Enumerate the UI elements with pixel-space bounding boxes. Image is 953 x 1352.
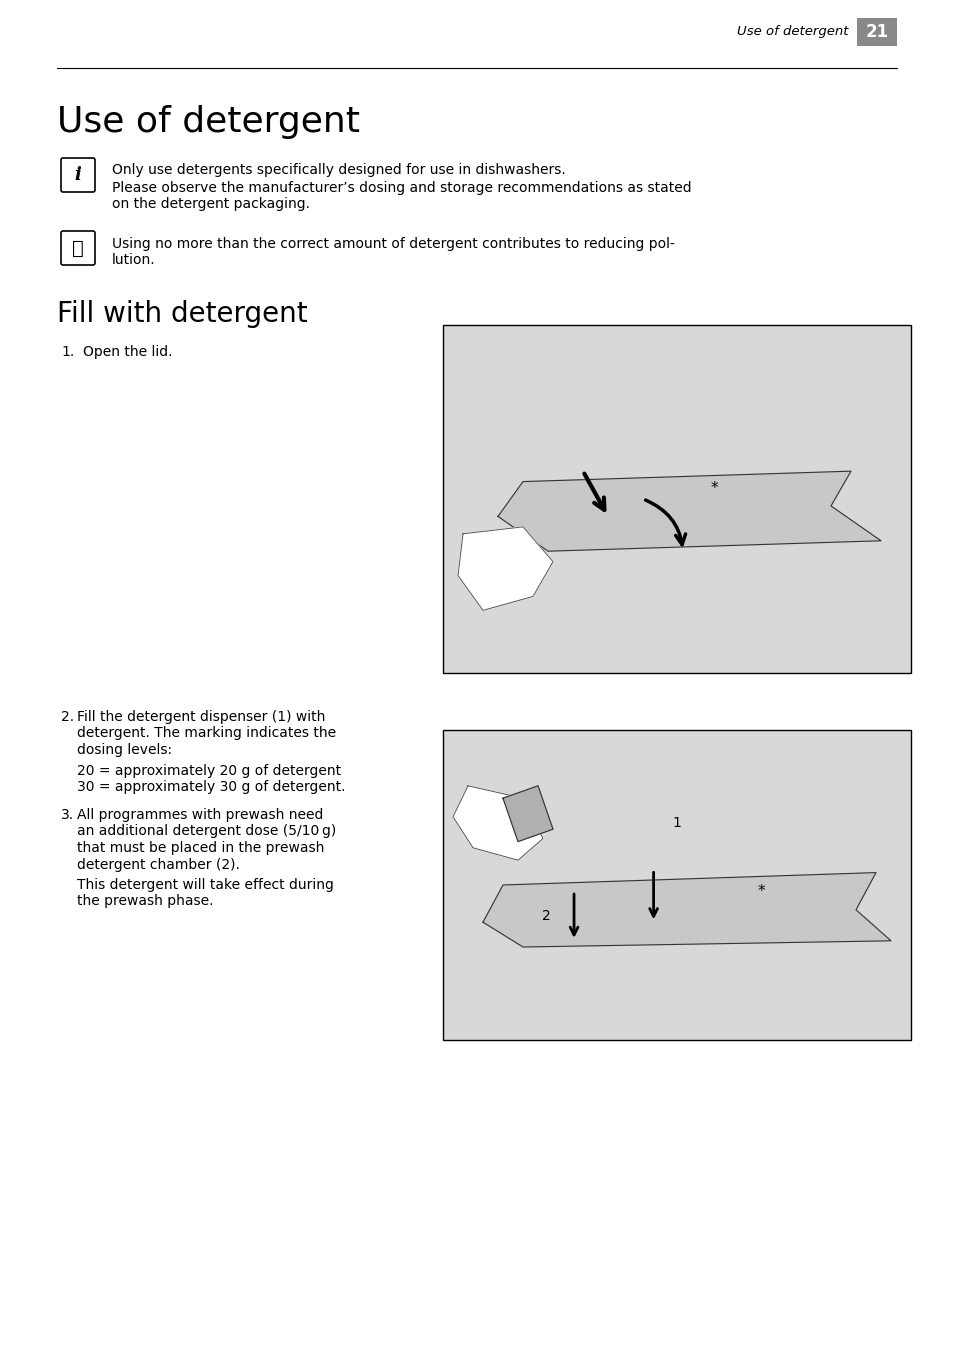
Text: detergent chamber (2).: detergent chamber (2). [77, 857, 239, 872]
Text: Open the lid.: Open the lid. [83, 345, 172, 360]
Text: *: * [710, 481, 718, 496]
Text: 2: 2 [541, 909, 550, 923]
Bar [856, 18, 896, 46]
Polygon shape [502, 786, 553, 841]
Text: an additional detergent dose (5/10 g): an additional detergent dose (5/10 g) [77, 825, 335, 838]
Text: the prewash phase.: the prewash phase. [77, 895, 213, 909]
Text: detergent. The marking indicates the: detergent. The marking indicates the [77, 726, 335, 741]
Text: *: * [757, 884, 764, 899]
FancyBboxPatch shape [61, 231, 95, 265]
Polygon shape [497, 470, 880, 552]
Text: Use of detergent: Use of detergent [737, 26, 848, 38]
Polygon shape [482, 872, 890, 946]
Text: 3.: 3. [61, 808, 74, 822]
Text: that must be placed in the prewash: that must be placed in the prewash [77, 841, 324, 854]
Text: 2.: 2. [61, 710, 74, 725]
Text: This detergent will take effect during: This detergent will take effect during [77, 877, 334, 892]
Text: Using no more than the correct amount of detergent contributes to reducing pol-: Using no more than the correct amount of… [112, 237, 674, 251]
Text: lution.: lution. [112, 253, 155, 266]
Text: Use of detergent: Use of detergent [57, 105, 359, 139]
Text: Fill the detergent dispenser (1) with: Fill the detergent dispenser (1) with [77, 710, 325, 725]
Text: 1.: 1. [61, 345, 74, 360]
Text: 1: 1 [672, 817, 680, 830]
Text: on the detergent packaging.: on the detergent packaging. [112, 197, 310, 211]
Text: dosing levels:: dosing levels: [77, 744, 172, 757]
Text: Only use detergents specifically designed for use in dishwashers.: Only use detergents specifically designe… [112, 164, 565, 177]
Text: 🌱: 🌱 [72, 238, 84, 257]
Text: 30 = approximately 30 g of detergent.: 30 = approximately 30 g of detergent. [77, 780, 345, 794]
Polygon shape [453, 786, 542, 860]
Text: All programmes with prewash need: All programmes with prewash need [77, 808, 323, 822]
Text: Please observe the manufacturer’s dosing and storage recommendations as stated: Please observe the manufacturer’s dosing… [112, 181, 691, 195]
Text: i: i [74, 166, 81, 184]
Text: 21: 21 [864, 23, 887, 41]
Text: 20 = approximately 20 g of detergent: 20 = approximately 20 g of detergent [77, 764, 341, 777]
FancyBboxPatch shape [61, 158, 95, 192]
Bar [442, 324, 910, 673]
Text: Fill with detergent: Fill with detergent [57, 300, 307, 329]
Polygon shape [457, 527, 553, 610]
Bar [442, 730, 910, 1040]
